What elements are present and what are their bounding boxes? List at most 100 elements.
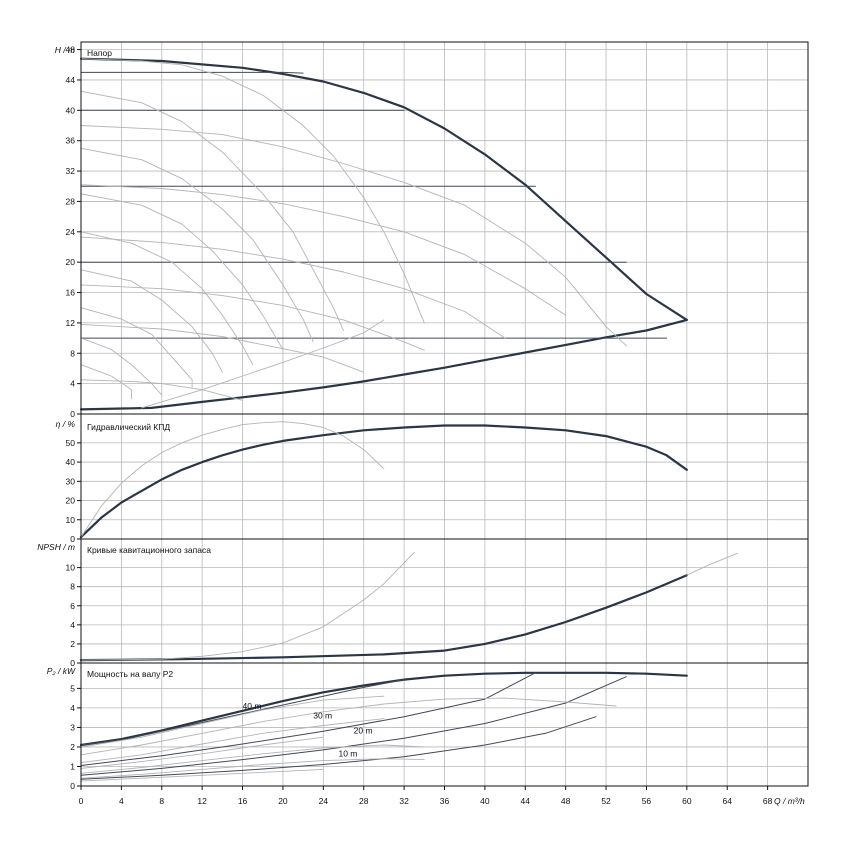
- y-tick-label: 2: [70, 639, 75, 649]
- x-tick-label: 48: [561, 796, 571, 806]
- series-line: [80, 379, 244, 401]
- head-y-axis-label: H / m: [55, 45, 75, 55]
- y-tick-label: 40: [66, 105, 76, 115]
- x-tick-label: 12: [197, 796, 207, 806]
- y-tick-label: 20: [66, 257, 76, 267]
- series-line: [141, 319, 385, 409]
- series-line: [79, 318, 688, 411]
- y-tick-label: 5: [70, 683, 75, 693]
- y-tick-label: 4: [70, 703, 75, 713]
- y-tick-label: 0: [70, 781, 75, 791]
- x-tick-label: 8: [159, 796, 164, 806]
- power-y-axis-label: P₂ / kW: [47, 666, 76, 676]
- series-line: [80, 71, 304, 74]
- series-line: [80, 231, 254, 366]
- y-tick-label: 44: [66, 75, 76, 85]
- x-tick-label: 0: [79, 796, 84, 806]
- series-line: [79, 424, 688, 539]
- series-line: [80, 695, 385, 748]
- efficiency-y-axis-label: η / %: [56, 419, 76, 429]
- series-line: [80, 718, 385, 764]
- y-tick-label: 10: [66, 515, 76, 525]
- y-tick-label: 3: [70, 722, 75, 732]
- npsh-y-axis-label: NPSH / m: [37, 542, 75, 552]
- series-line: [80, 676, 627, 776]
- y-tick-label: 1: [70, 761, 75, 771]
- series-line: [80, 337, 163, 396]
- series-line: [80, 236, 506, 339]
- text-layer: Напор Гидравлический КПД Кривые кавитаци…: [37, 45, 805, 806]
- y-tick-label: 16: [66, 288, 76, 298]
- y-tick-label: 4: [70, 379, 75, 389]
- efficiency-panel-title: Гидравлический КПД: [87, 422, 170, 432]
- series-line: [80, 697, 617, 756]
- npsh-panel-title: Кривые кавитационного запаса: [87, 545, 211, 555]
- series-line: [80, 284, 425, 351]
- series-line: [80, 269, 223, 373]
- series-line: [80, 736, 324, 769]
- y-tick-label: 20: [66, 496, 76, 506]
- series-line: [80, 672, 536, 766]
- y-tick-label: 8: [70, 348, 75, 358]
- curve-label: 30 m: [313, 711, 332, 721]
- y-tick-label: 10: [66, 563, 76, 573]
- curve-label: 20 m: [354, 725, 373, 735]
- y-tick-label: 8: [70, 582, 75, 592]
- series-line: [80, 323, 365, 373]
- series-line: [80, 307, 193, 388]
- x-tick-label: 28: [359, 796, 369, 806]
- series-line: [80, 679, 405, 746]
- x-tick-label: 68: [763, 796, 773, 806]
- y-tick-label: 0: [70, 534, 75, 544]
- y-tick-label: 40: [66, 457, 76, 467]
- x-tick-label: 4: [119, 796, 124, 806]
- curve-layer: [79, 57, 738, 782]
- series-line: [79, 57, 688, 321]
- frame-layer: [77, 41, 809, 790]
- x-tick-label: 36: [440, 796, 450, 806]
- x-tick-label: 60: [682, 796, 692, 806]
- x-tick-label: 16: [238, 796, 248, 806]
- series-line: [80, 147, 314, 343]
- x-tick-label: 24: [319, 796, 329, 806]
- y-tick-label: 32: [66, 166, 76, 176]
- x-tick-label: 44: [521, 796, 531, 806]
- series-line: [80, 58, 425, 324]
- series-line: [80, 421, 385, 538]
- y-tick-label: 12: [66, 318, 76, 328]
- power-panel-title: Мощность на валу P2: [87, 669, 173, 679]
- series-line: [80, 551, 415, 661]
- y-tick-label: 0: [70, 409, 75, 419]
- series-line: [80, 716, 597, 780]
- x-tick-label: 32: [399, 796, 409, 806]
- y-tick-label: 4: [70, 620, 75, 630]
- x-tick-label: 40: [480, 796, 490, 806]
- y-tick-label: 36: [66, 136, 76, 146]
- x-tick-label: 20: [278, 796, 288, 806]
- series-line: [80, 364, 132, 400]
- y-tick-label: 48: [66, 45, 76, 55]
- series-line: [80, 744, 425, 774]
- curve-label: 10 m: [338, 749, 357, 759]
- x-tick-label: 52: [601, 796, 611, 806]
- y-tick-label: 2: [70, 742, 75, 752]
- series-line: [80, 125, 627, 347]
- y-tick-label: 30: [66, 476, 76, 486]
- series-line: [80, 758, 425, 779]
- series-line: [80, 184, 567, 316]
- series-line: [80, 768, 324, 782]
- x-tick-label: 64: [722, 796, 732, 806]
- series-line: [80, 193, 284, 350]
- series-line: [79, 574, 688, 662]
- y-tick-label: 0: [70, 658, 75, 668]
- y-tick-label: 6: [70, 601, 75, 611]
- series-line: [686, 552, 738, 576]
- series-line: [80, 90, 344, 331]
- y-tick-label: 28: [66, 196, 76, 206]
- y-tick-label: 50: [66, 438, 76, 448]
- x-axis-label: Q / m³/h: [774, 796, 805, 806]
- head-panel-title: Напор: [87, 48, 112, 58]
- curve-label: 40 m: [243, 701, 262, 711]
- y-tick-label: 24: [66, 227, 76, 237]
